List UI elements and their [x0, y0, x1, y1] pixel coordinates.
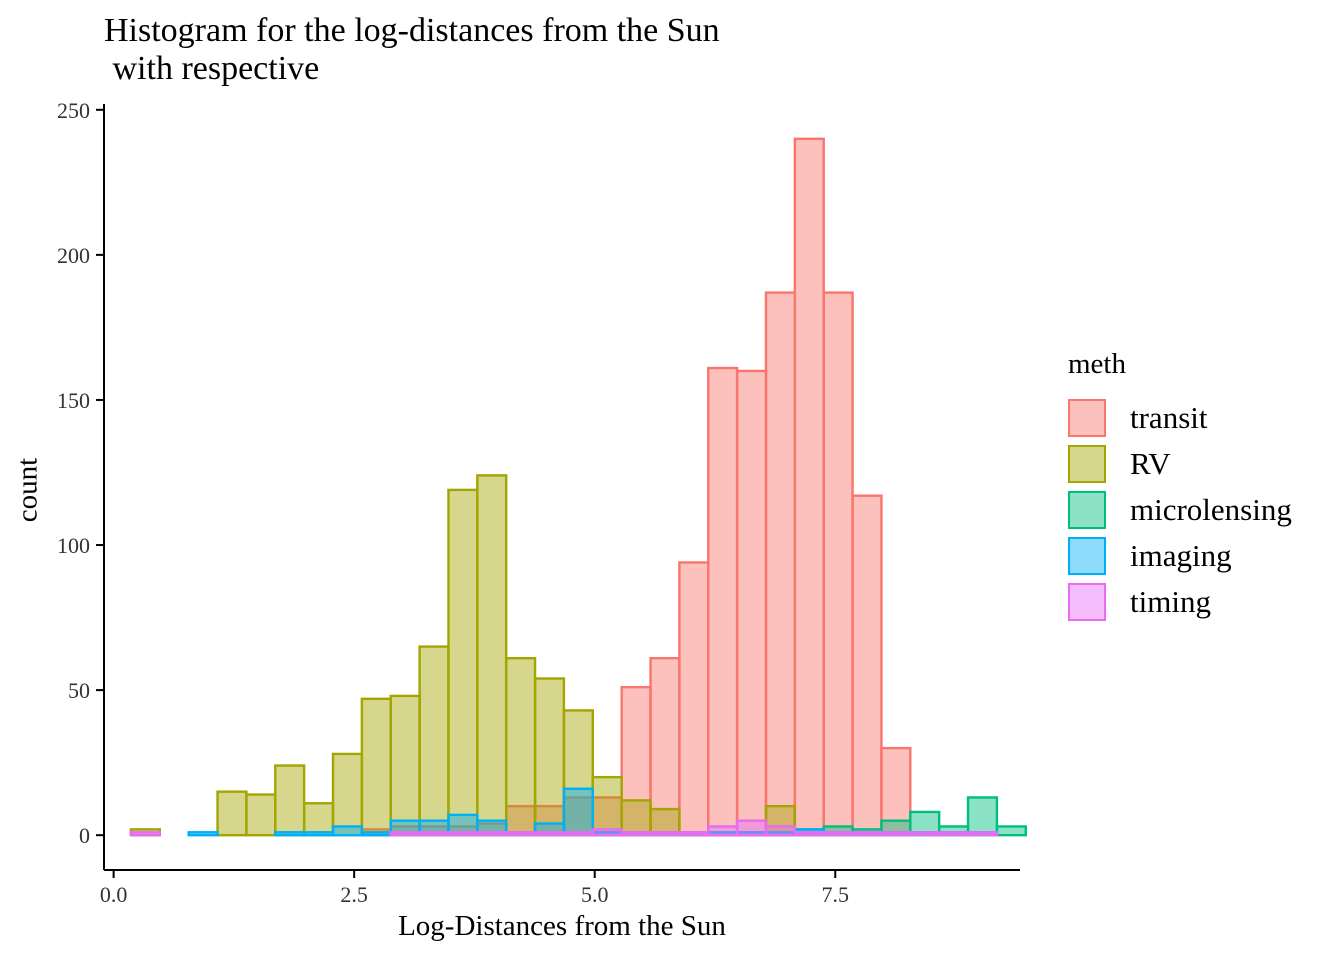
bar-timing	[418, 831, 450, 837]
bar-rv	[447, 488, 479, 837]
bar-timing	[620, 831, 652, 837]
legend-item-transit: transit	[1068, 395, 1292, 441]
bar-rv	[331, 752, 364, 837]
legend-item-microlensing: microlensing	[1068, 487, 1292, 533]
bar-rv	[360, 697, 392, 837]
x-tick-label: 0.0	[100, 882, 128, 907]
legend-label: imaging	[1130, 538, 1232, 573]
bar-timing	[851, 831, 883, 837]
bar-transit	[851, 494, 883, 837]
bar-rv	[302, 802, 335, 837]
bar-transit	[678, 561, 710, 837]
bar-imaging	[331, 825, 364, 837]
bar-rv	[274, 764, 306, 837]
x-axis-label: Log-Distances from the Sun	[398, 910, 726, 942]
legend-label: timing	[1130, 584, 1211, 619]
bar-timing	[562, 831, 594, 837]
bar-timing	[707, 825, 739, 837]
bar-rv	[591, 775, 623, 837]
y-tick-label: 50	[68, 678, 90, 703]
series-timing	[129, 819, 999, 837]
legend-item-timing: timing	[1068, 579, 1292, 625]
bar-rv	[620, 799, 652, 837]
y-tick-label: 200	[57, 243, 90, 268]
legend-swatch	[1068, 399, 1106, 437]
bar-timing	[129, 831, 162, 837]
bar-rv	[418, 645, 450, 837]
bar-timing	[793, 831, 825, 837]
legend-item-imaging: imaging	[1068, 533, 1292, 579]
bar-timing	[909, 831, 941, 837]
axes: 0.0 2.5 5.0 7.5 0 50 100 150 200 250	[57, 98, 1020, 907]
bar-timing	[678, 831, 710, 837]
bar-imaging	[274, 831, 306, 837]
legend-swatch	[1068, 491, 1106, 529]
bar-transit	[764, 291, 797, 837]
series-rv	[129, 474, 797, 837]
bar-rv	[245, 793, 277, 837]
y-tick-label: 250	[57, 98, 90, 123]
y-tick-label: 150	[57, 388, 90, 413]
legend-swatch	[1068, 445, 1106, 483]
bar-timing	[447, 831, 479, 837]
bar-timing	[591, 828, 623, 837]
legend: meth transit RV microlensing imaging tim…	[1068, 348, 1292, 625]
legend-label: RV	[1130, 446, 1171, 481]
bar-rv	[216, 790, 248, 837]
bar-transit	[735, 369, 768, 837]
legend-title: meth	[1068, 348, 1126, 380]
bar-rv	[649, 807, 681, 837]
bar-transit	[620, 686, 652, 837]
chart-title: Histogram for the log-distances from the…	[104, 12, 720, 87]
bar-imaging	[562, 787, 594, 837]
bar-imaging	[187, 831, 219, 837]
x-tick-label: 7.5	[822, 882, 850, 907]
y-axis-label: count	[11, 457, 44, 523]
legend-label: microlensing	[1130, 492, 1292, 527]
bar-timing	[389, 831, 421, 837]
bar-timing	[476, 831, 508, 837]
bar-timing	[649, 831, 681, 837]
bar-transit	[793, 137, 825, 837]
bar-timing	[966, 831, 999, 837]
y-tick-label: 100	[57, 533, 90, 558]
x-tick-label: 2.5	[340, 882, 368, 907]
legend-swatch	[1068, 537, 1106, 575]
bar-microlensing	[995, 825, 1027, 837]
y-tick-label: 0	[79, 823, 90, 848]
bar-transit	[707, 366, 739, 837]
bar-timing	[504, 831, 537, 837]
legend-swatch	[1068, 583, 1106, 621]
bar-imaging	[302, 831, 335, 837]
bar-timing	[533, 831, 566, 837]
bar-timing	[880, 831, 912, 837]
bar-timing	[822, 831, 854, 837]
bar-timing	[764, 825, 797, 837]
bar-microlensing	[966, 796, 999, 837]
bar-rv	[389, 694, 421, 837]
legend-item-rv: RV	[1068, 441, 1292, 487]
bar-rv	[476, 474, 508, 837]
bar-transit	[822, 291, 854, 837]
bar-rv	[533, 677, 566, 837]
bar-rv	[504, 656, 537, 837]
bar-timing	[937, 831, 970, 837]
histogram-bars	[129, 137, 1027, 837]
bar-imaging	[360, 831, 392, 837]
x-tick-label: 5.0	[581, 882, 609, 907]
legend-label: transit	[1130, 400, 1208, 435]
bar-timing	[735, 819, 768, 837]
